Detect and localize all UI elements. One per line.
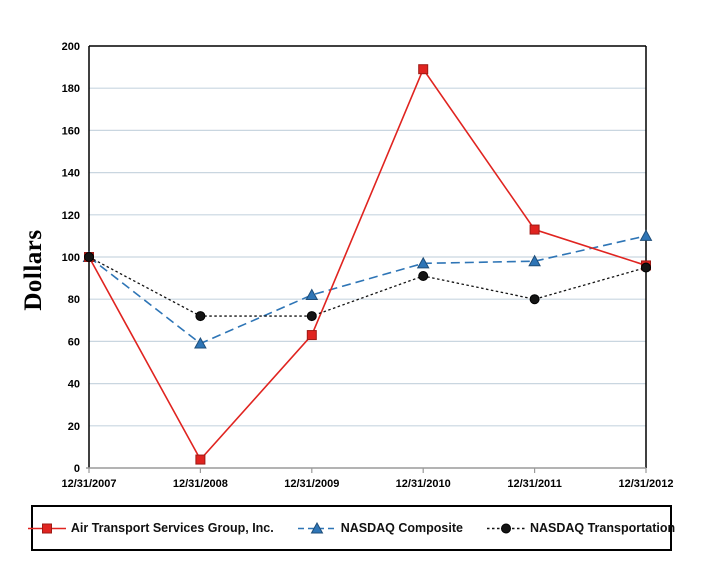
data-point-marker (529, 224, 540, 235)
y-tick-label: 40 (68, 379, 80, 391)
data-point-marker (195, 311, 206, 322)
data-point-marker (310, 521, 324, 533)
x-tick-label: 12/31/2010 (396, 478, 451, 490)
data-point-marker (306, 311, 317, 322)
y-tick-label: 120 (62, 210, 80, 222)
plot-area: 0 20 40 60 80 100 120 140 160 180 200 12/31/2007 12/… (61, 41, 673, 490)
legend-item-nasdaq-composite: NASDAQ Composite (297, 521, 463, 535)
data-point-marker (639, 229, 653, 241)
black-circle-dot-line-icon (486, 523, 525, 533)
y-tick-label: 60 (68, 336, 80, 348)
legend-item-air-transport: Air Transport Services Group, Inc. (27, 521, 274, 535)
data-point-marker (418, 64, 429, 75)
legend-label-nasdaq-composite: NASDAQ Composite (340, 521, 463, 535)
y-axis-title: Dollars (20, 229, 47, 311)
series-line (88, 235, 647, 345)
y-tick-label: 20 (68, 421, 80, 433)
y-tick-label: 160 (62, 125, 80, 137)
y-tick-label: 140 (62, 168, 80, 180)
series-line (88, 67, 647, 461)
data-point-marker (305, 288, 319, 300)
x-tick-label: 12/31/2012 (618, 478, 673, 490)
data-point-marker (528, 254, 541, 267)
data-point-marker (418, 270, 429, 281)
y-tick-label: 200 (62, 41, 80, 53)
data-point-marker (41, 523, 52, 533)
series-2 (84, 252, 651, 322)
series-1 (84, 64, 651, 465)
series-line (88, 256, 647, 317)
legend-item-nasdaq-transportation: NASDAQ Transportation (486, 521, 676, 535)
series-0 (82, 229, 653, 349)
data-point-marker (416, 256, 430, 269)
data-point-marker (500, 523, 511, 533)
legend: Air Transport Services Group, Inc. NASDA… (27, 505, 676, 551)
data-point-marker (306, 330, 317, 341)
data-point-marker (194, 336, 207, 349)
x-tick-label: 12/31/2011 (507, 478, 561, 490)
y-tick-label: 0 (74, 463, 80, 475)
y-tick-label: 100 (62, 252, 80, 264)
data-point-marker (195, 454, 206, 465)
legend-label-air-transport: Air Transport Services Group, Inc. (70, 521, 274, 535)
red-square-line-icon (27, 523, 66, 533)
x-tick-label: 12/31/2008 (173, 478, 228, 490)
data-point-marker (641, 262, 651, 273)
y-tick-label: 80 (68, 294, 80, 306)
blue-triangle-dash-line-icon (297, 521, 336, 533)
x-tick-label: 12/31/2007 (61, 478, 116, 490)
y-tick-label: 180 (62, 83, 80, 95)
legend-label-nasdaq-transportation: NASDAQ Transportation (529, 521, 676, 535)
data-point-marker (529, 294, 540, 305)
x-tick-label: 12/31/2009 (284, 478, 339, 490)
data-point-marker (84, 252, 94, 262)
